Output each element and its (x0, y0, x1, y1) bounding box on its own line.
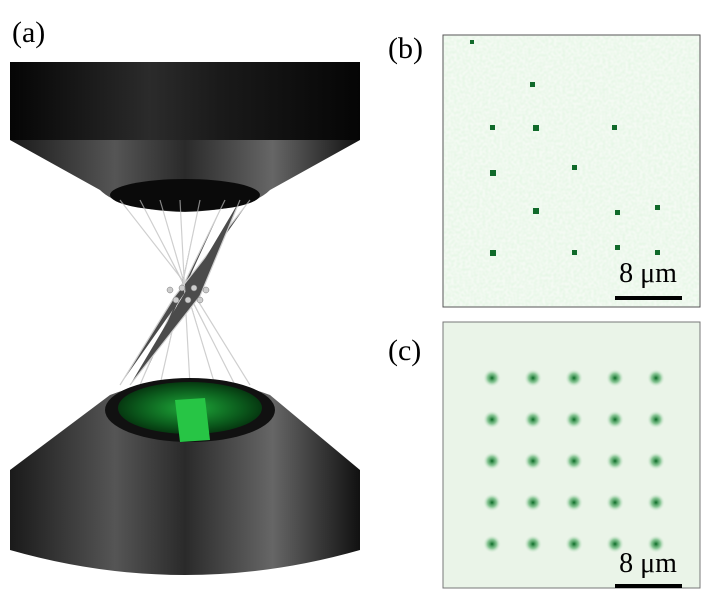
trap-spot (647, 411, 665, 429)
trap-spot (565, 452, 583, 470)
trap-spot (647, 452, 665, 470)
scale-bar-label: 8 μm (619, 258, 677, 289)
scale-bar-label: 8 μm (619, 548, 677, 579)
light-beams (120, 200, 250, 385)
trap-spot (524, 452, 542, 470)
panel-label: (b) (388, 32, 423, 65)
trap-spot (483, 452, 501, 470)
trap-spot (565, 494, 583, 512)
trap-spot (524, 369, 542, 387)
objective-illustration (10, 62, 360, 575)
trap-spot (524, 411, 542, 429)
trap-spot (606, 452, 624, 470)
trap-spot (565, 535, 583, 553)
trap-spot (524, 494, 542, 512)
trap-spot (524, 535, 542, 553)
upper-objective (10, 62, 360, 140)
trap-spot (647, 369, 665, 387)
trap-spot (606, 411, 624, 429)
panel-label: (c) (388, 334, 421, 367)
figure: (a) (b) 8 μm (c (0, 0, 702, 591)
panel-label: (a) (12, 16, 45, 49)
page: {"panels": [ {"label": "(a)"}, {"label":… (0, 0, 702, 591)
lens-facet (175, 398, 210, 442)
trap-spot (483, 369, 501, 387)
trap-spot (483, 535, 501, 553)
trap-spot (483, 494, 501, 512)
trap-spot (647, 494, 665, 512)
trap-spot (565, 369, 583, 387)
trap-spot (483, 411, 501, 429)
image-c: 8 μm (443, 322, 700, 588)
trap-spot (565, 411, 583, 429)
trap-spot (606, 369, 624, 387)
trap-spot (606, 494, 624, 512)
image-b: 8 μm (443, 35, 700, 307)
